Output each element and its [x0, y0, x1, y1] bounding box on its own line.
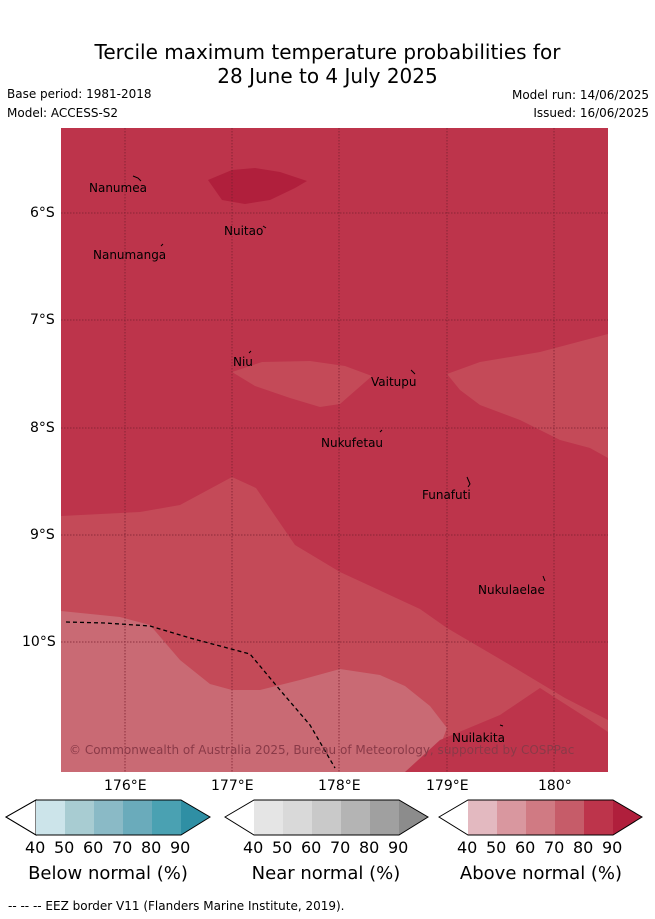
- lat-label-8s: 8°S: [30, 420, 55, 436]
- place-nukulaelae: Nukulaelae: [478, 583, 545, 597]
- legend-below-swatch: [94, 800, 123, 835]
- island-niu: [248, 350, 252, 354]
- eez-border: [65, 621, 336, 769]
- legend-above-normal: [438, 799, 643, 836]
- map-title: Tercile maximum temperature probabilitie…: [0, 40, 655, 88]
- above-tick-60: 60: [515, 838, 536, 857]
- probability-field: [61, 128, 608, 772]
- above-tick-50: 50: [486, 838, 507, 857]
- legend-above-swatch: [468, 800, 497, 835]
- below-tick-90: 90: [170, 838, 191, 857]
- below-tick-70: 70: [112, 838, 133, 857]
- above-tick-80: 80: [573, 838, 594, 857]
- island-nukufetau: [379, 429, 383, 433]
- graticule: [61, 128, 608, 772]
- legend-above-swatch: [497, 800, 526, 835]
- legend-near-swatch: [254, 800, 283, 835]
- legend-below-arrow-low: [5, 799, 37, 836]
- legend-below-swatch: [36, 800, 65, 835]
- legend-near-arrow-low: [225, 800, 254, 835]
- below-tick-60: 60: [83, 838, 104, 857]
- above-70-band-east: [447, 334, 608, 458]
- place-nuilakita: Nuilakita: [452, 731, 505, 745]
- model-name: Model: ACCESS-S2: [7, 106, 119, 120]
- copyright-notice: © Commonwealth of Australia 2025, Bureau…: [69, 743, 575, 757]
- near-tick-50: 50: [272, 838, 293, 857]
- lon-label-177e: 177°E: [211, 778, 254, 794]
- place-nanumanga: Nanumanga: [93, 248, 167, 262]
- above-60-zone: [61, 611, 447, 772]
- lon-label-179e: 179°E: [426, 778, 469, 794]
- below-tick-40: 40: [25, 838, 46, 857]
- issued-date: Issued: 16/06/2025: [533, 106, 649, 120]
- model-run: Model run: 14/06/2025: [511, 88, 649, 102]
- lat-label-6s: 6°S: [30, 205, 55, 221]
- above-tick-70: 70: [544, 838, 565, 857]
- lon-label-176e: 176°E: [104, 778, 147, 794]
- lat-label-7s: 7°S: [30, 312, 55, 328]
- place-funafuti: Funafuti: [422, 488, 471, 502]
- lon-label-178e: 178°E: [318, 778, 361, 794]
- legend-below-arrow-high: [181, 800, 210, 835]
- legend-above-swatch: [584, 800, 613, 835]
- island-nuilakita: [499, 724, 504, 727]
- eez-footnote: -- -- -- EEZ border V11 (Flanders Marine…: [8, 899, 345, 913]
- legend-near-swatch: [370, 800, 399, 835]
- legend-above-arrow-low: [439, 800, 468, 835]
- legend-near-swatch: [341, 800, 370, 835]
- legend-near-swatch: [312, 800, 341, 835]
- near-tick-90: 90: [388, 838, 409, 857]
- near-tick-40: 40: [243, 838, 264, 857]
- island-nanumanga: [160, 243, 164, 247]
- title-line-2: 28 June to 4 July 2025: [217, 64, 438, 88]
- place-nuitao: Nuitao: [224, 224, 264, 238]
- island-nuitao: [262, 225, 267, 229]
- legend-above-label: Above normal (%): [459, 863, 623, 884]
- legend-near-label: Near normal (%): [251, 863, 401, 884]
- island-funafuti: [466, 476, 471, 488]
- legend-below-swatch: [65, 800, 94, 835]
- title-line-1: Tercile maximum temperature probabilitie…: [94, 40, 561, 64]
- near-tick-60: 60: [301, 838, 322, 857]
- lat-label-10s: 10°S: [22, 634, 56, 650]
- legend-below-normal: [5, 799, 211, 836]
- legend-below-swatch: [123, 800, 152, 835]
- above-90-patch: [208, 168, 307, 204]
- islands: [132, 175, 546, 727]
- above-70-band-niu: [232, 361, 372, 407]
- place-vaitupu: Vaitupu: [371, 375, 417, 389]
- island-vaitupu: [410, 369, 416, 375]
- above-80-corner: [405, 688, 608, 772]
- near-tick-70: 70: [330, 838, 351, 857]
- place-nukufetau: Nukufetau: [321, 436, 384, 450]
- island-nukulaelae: [542, 575, 546, 582]
- legend-below-label: Below normal (%): [28, 863, 188, 884]
- near-tick-80: 80: [359, 838, 380, 857]
- place-nanumea: Nanumea: [89, 181, 147, 195]
- place-niu: Niu: [233, 355, 253, 369]
- legend-above-swatch: [526, 800, 555, 835]
- island-nanumea: [132, 175, 142, 182]
- below-tick-80: 80: [141, 838, 162, 857]
- below-tick-50: 50: [54, 838, 75, 857]
- legend-above-swatch: [555, 800, 584, 835]
- lon-label-180: 180°: [538, 778, 572, 794]
- legend-below-swatch: [152, 800, 181, 835]
- legend-near-swatch: [283, 800, 312, 835]
- lat-label-9s: 9°S: [30, 527, 55, 543]
- base-period: Base period: 1981-2018: [7, 87, 152, 101]
- legend-above-arrow-high: [613, 800, 642, 835]
- legend-near-arrow-high: [399, 800, 428, 835]
- above-tick-90: 90: [602, 838, 623, 857]
- legend-near-normal: [224, 799, 429, 836]
- above-tick-40: 40: [457, 838, 478, 857]
